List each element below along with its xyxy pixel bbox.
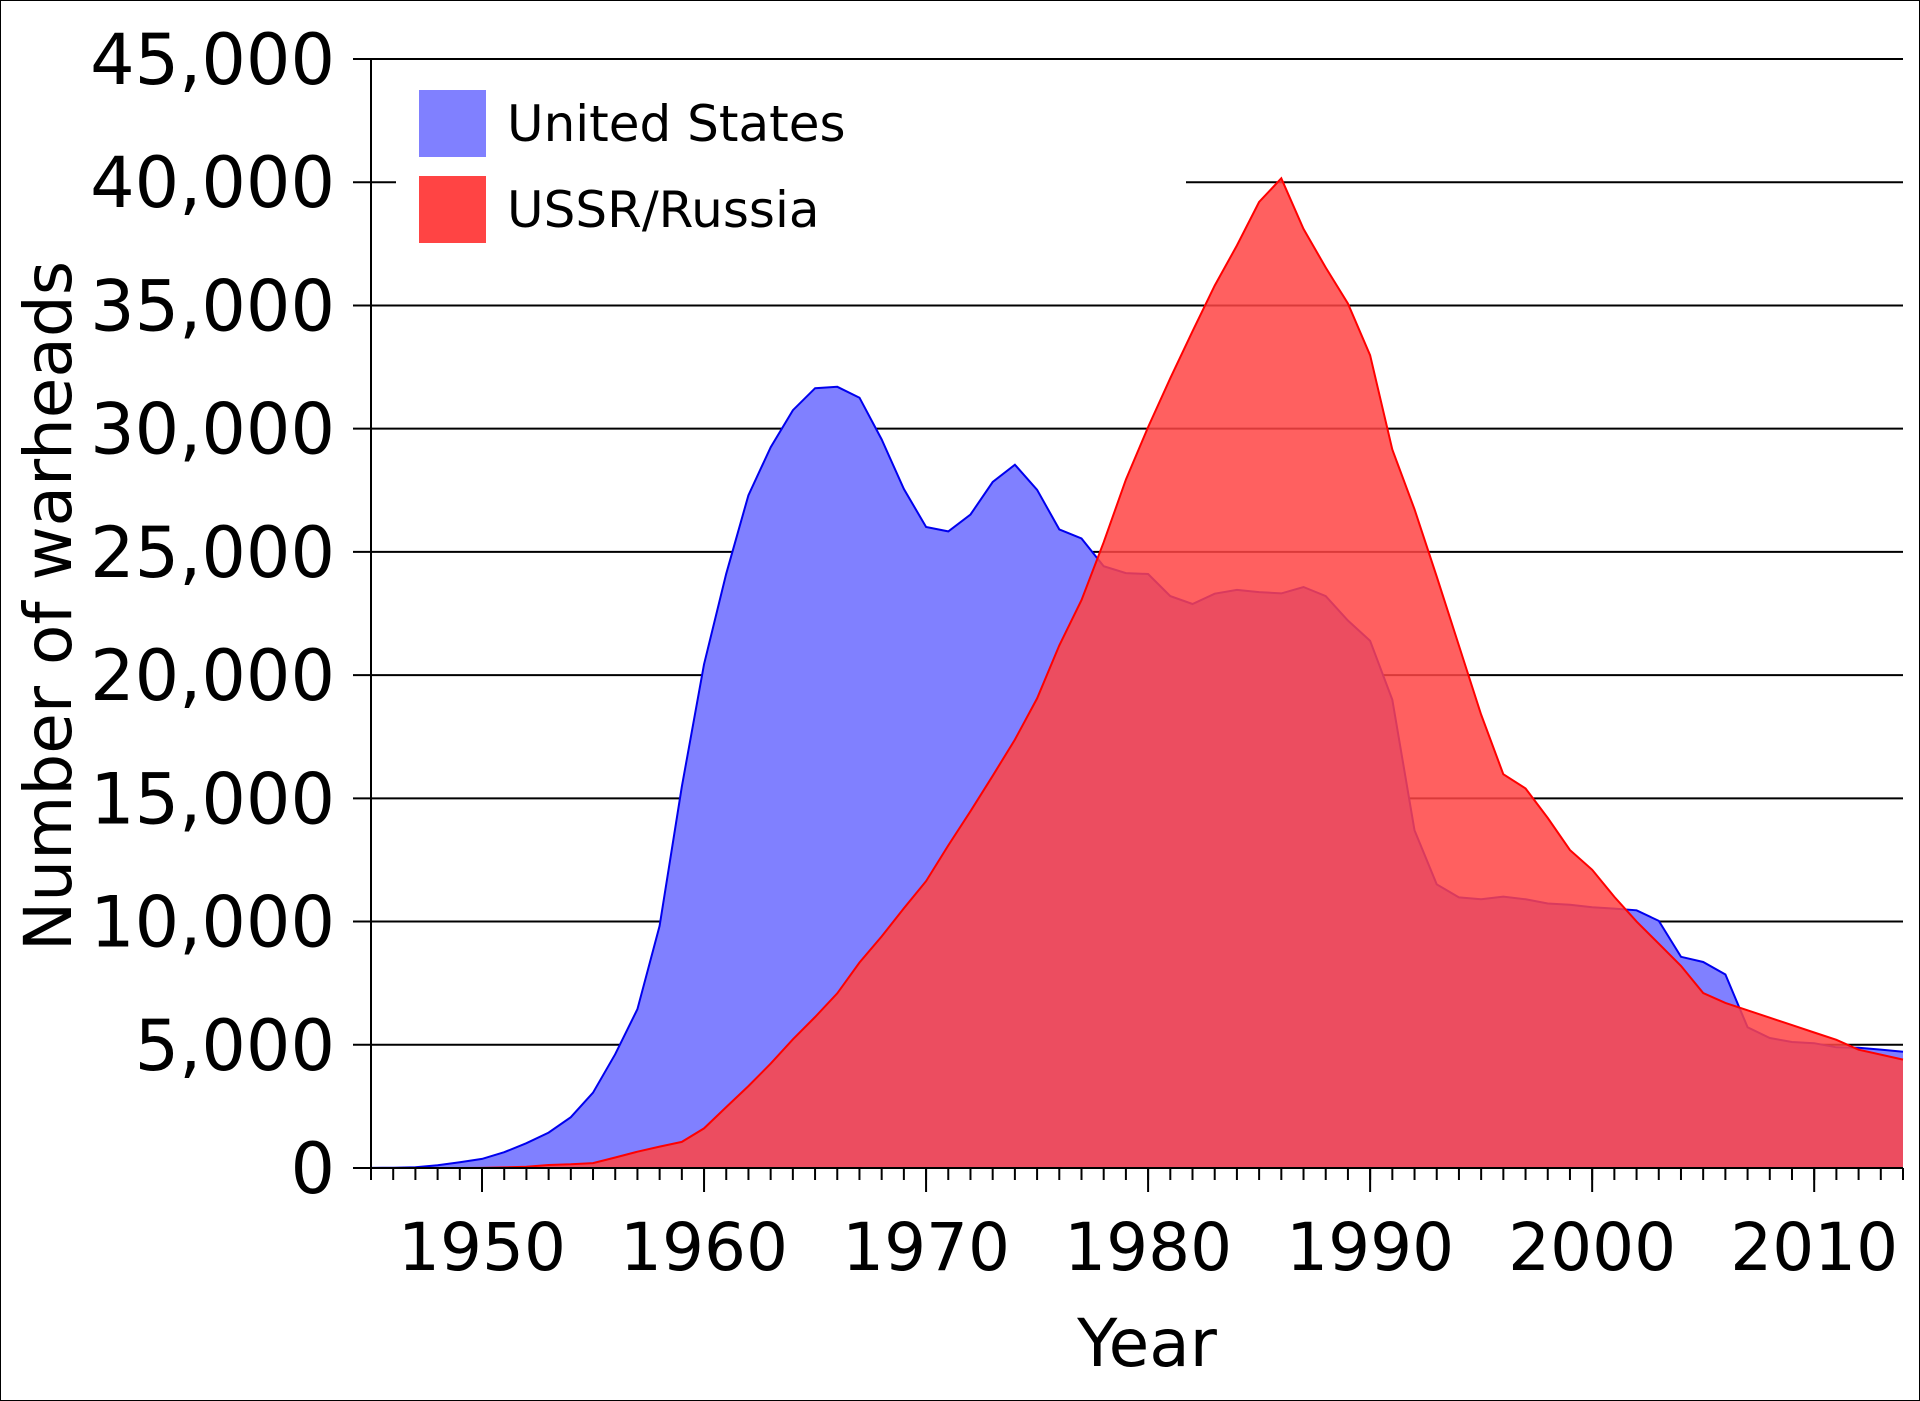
y-axis-title: Number of warheads	[10, 261, 87, 951]
y-tick-label: 30,000	[90, 389, 335, 471]
x-tick-label: 2000	[1508, 1209, 1676, 1286]
x-tick-label: 1970	[842, 1209, 1010, 1286]
y-tick-label: 20,000	[90, 635, 335, 717]
legend: United States USSR/Russia	[419, 90, 846, 243]
series-area-1	[371, 178, 1903, 1169]
axis-layer: 0 5,000 10,000 15,000 20,000 25,000 30,000 35,0…	[10, 19, 1904, 1382]
x-axis-title: Year	[1076, 1305, 1218, 1382]
y-tick-label: 35,000	[90, 265, 335, 347]
x-tick-label: 1980	[1064, 1209, 1232, 1286]
legend-label-1: USSR/Russia	[507, 181, 819, 239]
x-tick-label: 1960	[620, 1209, 788, 1286]
x-tick-label: 1990	[1286, 1209, 1454, 1286]
area-layer	[370, 176, 1904, 1169]
y-tick-label: 5,000	[135, 1005, 335, 1087]
y-tick-label: 45,000	[90, 19, 335, 101]
y-tick-label: 10,000	[90, 882, 335, 964]
y-tick-label: 0	[290, 1128, 335, 1210]
legend-swatch-0	[419, 90, 486, 157]
y-tick-label: 15,000	[90, 758, 335, 840]
x-tick-label: 1950	[398, 1209, 566, 1286]
legend-label-0: United States	[507, 95, 846, 153]
series-line-1	[371, 176, 1904, 1169]
y-tick-label: 40,000	[90, 142, 335, 224]
y-tick-label: 25,000	[90, 512, 335, 594]
x-tick-label: 2010	[1730, 1209, 1898, 1286]
legend-background	[396, 69, 1186, 269]
legend-swatch-1	[419, 176, 486, 243]
grid-layer	[371, 58, 1903, 1046]
